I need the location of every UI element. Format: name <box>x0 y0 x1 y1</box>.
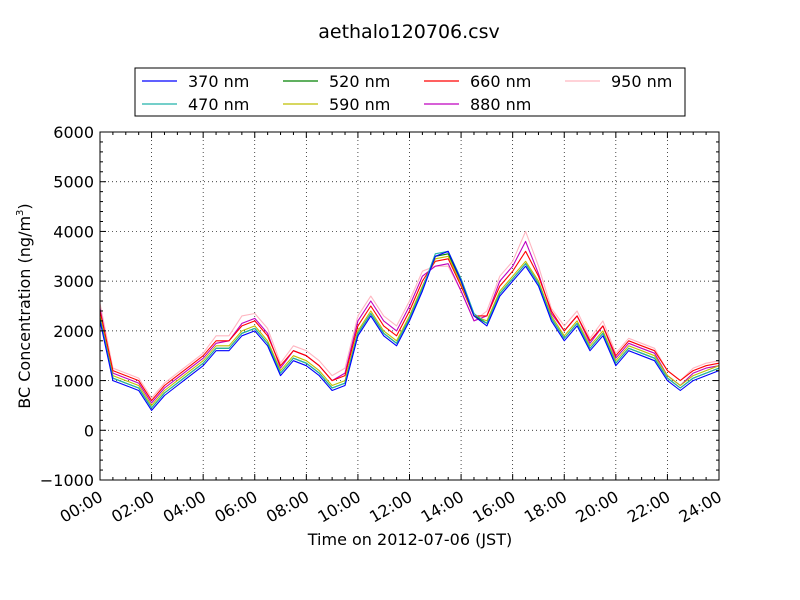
legend-label: 950 nm <box>611 72 672 91</box>
y-axis-label-close: ) <box>15 203 34 209</box>
y-tick-label: 1000 <box>53 372 94 391</box>
series-line-370-nm <box>99 250 720 411</box>
y-tick-label: 6000 <box>53 123 94 142</box>
legend-label: 370 nm <box>188 72 249 91</box>
series-line-950-nm <box>99 230 720 399</box>
x-axis-label: Time on 2012-07-06 (JST) <box>307 530 512 549</box>
y-tick-label: 5000 <box>53 173 94 192</box>
series-line-660-nm <box>99 250 720 402</box>
y-tick-labels: −1000 0 1000 2000 3000 4000 5000 6000 <box>40 123 94 490</box>
series-line-590-nm <box>99 255 720 406</box>
y-axis-label: BC Concentration (ng/m3) <box>15 203 34 408</box>
legend-box <box>134 67 686 117</box>
y-axis-label-superscript: 3 <box>15 210 26 216</box>
series-line-470-nm <box>99 250 720 409</box>
legend-label: 470 nm <box>188 95 249 114</box>
y-axis-label-main: BC Concentration (ng/m <box>15 216 34 409</box>
y-tick-label: 4000 <box>53 222 94 241</box>
legend-label: 880 nm <box>470 95 531 114</box>
y-tick-label: −1000 <box>40 471 94 490</box>
chart-title: aethalo120706.csv <box>318 21 500 43</box>
legend-label: 520 nm <box>329 72 390 91</box>
series-lines <box>99 230 720 411</box>
plot-frame <box>99 131 720 481</box>
y-tick-label: 2000 <box>53 322 94 341</box>
legend-label: 590 nm <box>329 95 390 114</box>
y-tick-label: 0 <box>84 421 94 440</box>
series-line-880-nm <box>99 240 720 404</box>
legend: 370 nm 470 nm 520 nm 590 nm 660 nm 880 nm 950 … <box>134 67 686 117</box>
y-tick-label: 3000 <box>53 272 94 291</box>
legend-label: 660 nm <box>470 72 531 91</box>
